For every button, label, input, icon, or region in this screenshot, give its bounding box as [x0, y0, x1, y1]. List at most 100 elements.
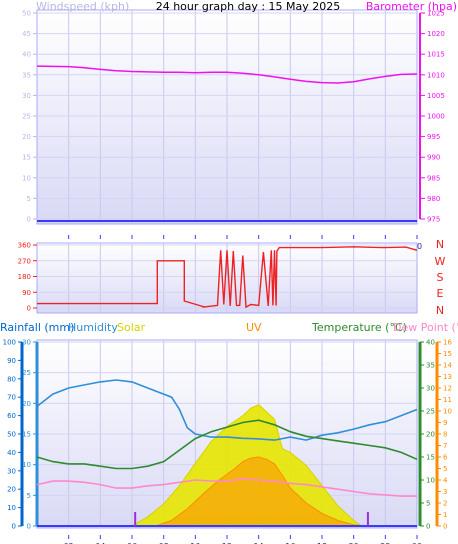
barometer-line	[36, 65, 418, 84]
humidity-tick-label: 20	[22, 400, 31, 408]
rainfall-tick-label: 40	[7, 449, 16, 457]
humidity-tick-label: 25	[22, 369, 31, 377]
temperature-tick-label: 20	[426, 431, 435, 439]
x-tick-label-14: 14	[254, 542, 264, 544]
barometer-tick-label: 1015	[427, 51, 445, 59]
multi-sensor-series	[36, 379, 418, 527]
dewpoint-tick-label: 14	[443, 362, 452, 370]
barometer-tick-label: 985	[427, 174, 440, 182]
dewpoint-tick-label: 7	[443, 442, 447, 450]
multi-sensor-axes: 0102030405060708090100051015202530051015…	[3, 339, 453, 531]
rainfall-legend: Rainfall (mm)	[0, 321, 74, 334]
temperature-tick-label: 5	[426, 500, 430, 508]
compass-label-S: S	[437, 271, 444, 284]
humidity-line	[36, 379, 418, 441]
barometer-tick-label: 980	[427, 195, 440, 203]
barometer-tick-label: 975	[427, 216, 440, 224]
barometer-tick-label: 1010	[427, 71, 445, 79]
solar-legend: Solar	[117, 321, 146, 334]
dewpoint-tick-label: 9	[443, 419, 447, 427]
windspeed-tick-label: 35	[22, 71, 31, 79]
temperature-tick-label: 25	[426, 408, 435, 416]
windspeed-tick-label: 0	[27, 216, 31, 224]
rainfall-tick-label: 100	[3, 339, 16, 347]
direction-tick-label: 90	[22, 289, 31, 297]
windspeed-tick-label: 10	[22, 174, 31, 182]
windspeed-tick-label: 40	[22, 51, 31, 59]
windspeed-tick-label: 20	[22, 133, 31, 141]
barometer-series	[36, 65, 418, 222]
x-tick-label-04: 04	[95, 542, 105, 544]
humidity-tick-label: 0	[27, 523, 31, 531]
temperature-tick-label: 30	[426, 385, 435, 393]
compass-label-N: N	[436, 238, 444, 251]
temperature-tick-label: 0	[426, 523, 430, 531]
dewpoint-tick-label: 4	[443, 477, 448, 485]
rainfall-tick-label: 30	[7, 467, 16, 475]
multi-sensor-panel: 0102030405060708090100051015202530051015…	[0, 321, 458, 544]
direction-tick-label: 0	[27, 305, 31, 313]
x-tick-label-02: 02	[64, 542, 74, 544]
rainfall-tick-label: 80	[7, 375, 16, 383]
windspeed-legend: Windspeed (kph)	[36, 0, 129, 13]
rainfall-tick-label: 50	[7, 431, 16, 439]
temperature-tick-label: 15	[426, 454, 435, 462]
rainfall-tick-label: 0	[12, 523, 16, 531]
humidity-tick-label: 15	[22, 431, 31, 439]
dewpoint-tick-label: 3	[443, 488, 447, 496]
rainfall-tick-label: 70	[7, 394, 16, 402]
x-tick-label-18: 18	[317, 542, 327, 544]
dewpoint-tick-label: 10	[443, 408, 452, 416]
x-tick-label-20: 20	[349, 542, 359, 544]
dewpoint-tick-label: 13	[443, 373, 452, 381]
dewpoint-tick-label: 16	[443, 339, 452, 347]
windspeed-tick-label: 15	[22, 154, 31, 162]
x-tick-label-06: 06	[127, 542, 137, 544]
humidity-legend: Humidity	[68, 321, 118, 334]
barometer-gridlines	[37, 10, 417, 222]
dewpoint-tick-label: 5	[443, 465, 447, 473]
dewpoint-legend: Dew Point (°C)	[393, 321, 458, 334]
multi-sensor-x-ticks: 02 04 06 08 10 12 14 16 18 20 22 00	[64, 535, 422, 544]
wind-direction-line	[37, 246, 418, 309]
wind-direction-series	[37, 246, 418, 309]
dewpoint-tick-label: 1	[443, 511, 447, 519]
rainfall-tick-label: 20	[7, 486, 16, 494]
x-tick-label-00: 00	[412, 542, 422, 544]
windspeed-tick-label: 30	[22, 92, 31, 100]
barometer-tick-label: 995	[427, 133, 440, 141]
windspeed-tick-label: 5	[27, 195, 31, 203]
dewpoint-tick-label: 12	[443, 385, 452, 393]
direction-tick-label: 180	[18, 273, 31, 281]
dew-point-line	[36, 478, 417, 497]
windspeed-axis-ticks: 0 5 10 15 20 25 30 35 40 45 50	[22, 10, 37, 224]
barometer-tick-label: 1025	[427, 10, 445, 18]
x-tick-label-10: 10	[190, 542, 200, 544]
dewpoint-tick-label: 2	[443, 500, 447, 508]
wind-direction-axis-ticks: 0 90 180 270 360	[18, 242, 37, 313]
temperature-tick-label: 10	[426, 477, 435, 485]
dewpoint-tick-label: 6	[443, 454, 448, 462]
humidity-tick-label: 30	[22, 339, 31, 347]
temperature-tick-label: 40	[426, 339, 435, 347]
compass-label-E: E	[437, 287, 444, 300]
rainfall-tick-label: 90	[7, 357, 16, 365]
windspeed-tick-label: 45	[22, 30, 31, 38]
compass-label-W: W	[435, 255, 446, 268]
temperature-tick-label: 35	[426, 362, 435, 370]
rainfall-tick-label: 60	[7, 412, 16, 420]
dewpoint-tick-label: 0	[443, 523, 447, 531]
temperature-legend: Temperature (°C)	[311, 321, 407, 334]
dewpoint-tick-label: 11	[443, 396, 452, 404]
rainfall-tick-label: 10	[7, 504, 16, 512]
barometer-tick-label: 1020	[427, 30, 445, 38]
uv-legend: UV	[246, 321, 262, 334]
wind-direction-gridlines	[37, 243, 417, 313]
direction-tick-label: 360	[18, 242, 31, 250]
barometer-legend: Barometer (hpa)	[366, 0, 457, 13]
compass-label-N: N	[436, 304, 444, 317]
temperature-line	[36, 419, 418, 470]
